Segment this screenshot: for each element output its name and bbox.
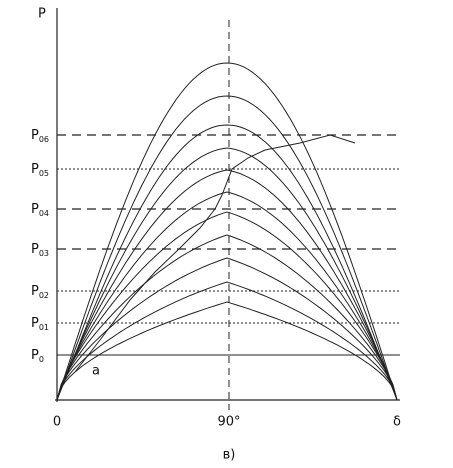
level-main: P <box>31 284 39 299</box>
power-curve <box>56 191 398 401</box>
axis-label: P <box>38 7 46 22</box>
level-label: P03 <box>31 242 49 258</box>
power-curve <box>56 281 398 401</box>
level-sub: 0 <box>39 355 44 364</box>
level-main: P <box>31 242 39 257</box>
level-sub: 03 <box>39 249 49 258</box>
level-label: P0 <box>31 348 44 364</box>
level-label: P05 <box>31 162 49 178</box>
level-sub: 05 <box>39 169 49 178</box>
level-main: P <box>31 348 39 363</box>
power-curve <box>56 301 398 401</box>
level-main: P <box>31 316 39 331</box>
level-sub: 04 <box>39 209 49 218</box>
power-curve <box>56 257 398 401</box>
power-curve <box>56 62 398 401</box>
level-label: P02 <box>31 284 49 300</box>
level-sub: 06 <box>39 135 49 144</box>
power-curve <box>56 124 398 401</box>
level-label: P04 <box>31 202 49 218</box>
trajectory <box>74 134 356 373</box>
power-curve <box>56 147 398 401</box>
curve-label: a <box>92 364 100 379</box>
level-label: P01 <box>31 316 49 332</box>
power-curve <box>56 211 398 401</box>
level-main: P <box>31 162 39 177</box>
power-curve <box>56 234 398 401</box>
power-curve <box>56 95 398 401</box>
power-curve <box>56 169 398 401</box>
level-sub: 02 <box>39 291 49 300</box>
caption: в) <box>223 448 236 463</box>
level-label: P06 <box>31 128 49 144</box>
level-main: P <box>31 202 39 217</box>
x-label: δ <box>393 415 401 430</box>
level-main: P <box>31 128 39 143</box>
curves <box>56 62 398 401</box>
level-sub: 01 <box>39 323 49 332</box>
x-label: 90° <box>217 415 240 430</box>
x-label: 0 <box>53 415 61 430</box>
